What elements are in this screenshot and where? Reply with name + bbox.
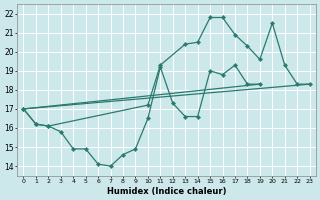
- X-axis label: Humidex (Indice chaleur): Humidex (Indice chaleur): [107, 187, 226, 196]
